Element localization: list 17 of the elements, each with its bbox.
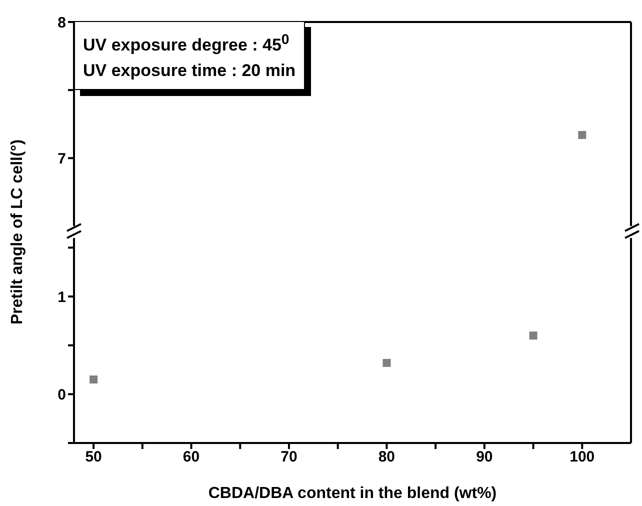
x-tick-label: 70 xyxy=(280,448,298,466)
annotation: UV exposure time : 20 min xyxy=(83,60,296,82)
y-tick-label: 8 xyxy=(58,14,66,32)
annotation: UV exposure degree : 45$^{0}$ xyxy=(83,31,290,57)
x-tick-label: 100 xyxy=(570,448,595,466)
point xyxy=(529,332,538,340)
x-tick-label: 80 xyxy=(378,448,396,466)
y-tick-label: 7 xyxy=(58,150,66,168)
x-tick-label: 50 xyxy=(85,448,102,466)
x-tick-label: 90 xyxy=(476,448,493,466)
point xyxy=(382,358,391,367)
x-tick-label: 60 xyxy=(182,448,200,466)
y-axis-title: Pretilt angle of LC cell(°) xyxy=(9,139,27,325)
point xyxy=(90,376,98,384)
y-tick-label: 0 xyxy=(58,386,66,404)
y-tick-label: 1 xyxy=(58,288,66,306)
x-axis-title: CBDA/DBA content in the blend (wt%) xyxy=(208,485,497,502)
